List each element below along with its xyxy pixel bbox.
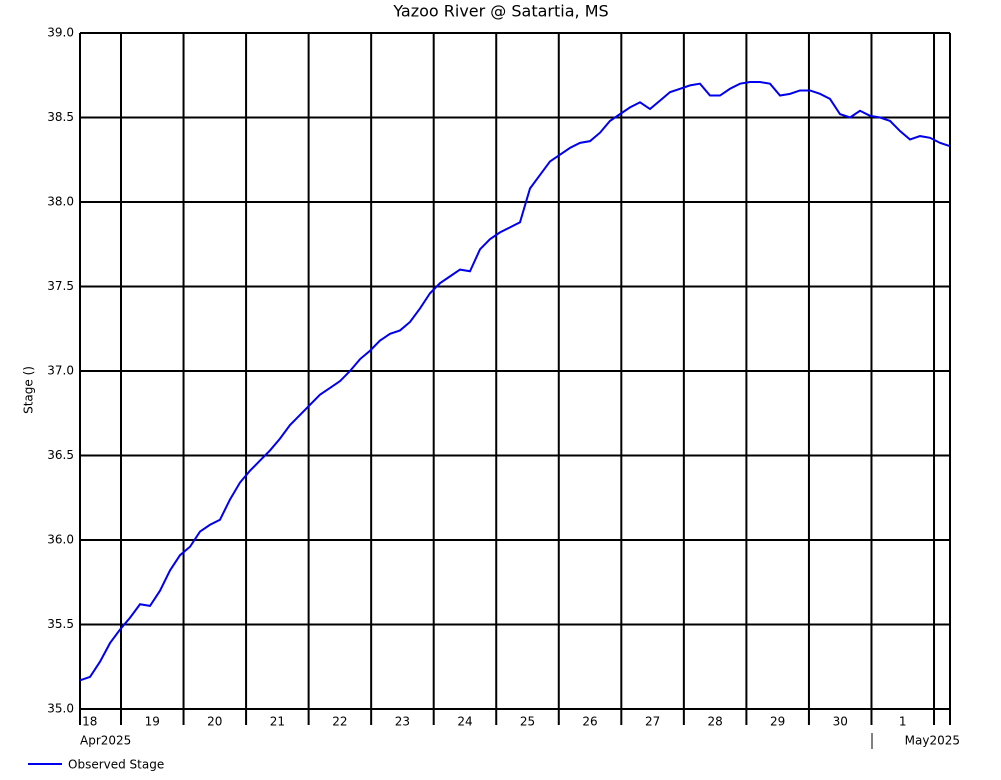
chart-title: Yazoo River @ Satartia, MS bbox=[392, 2, 608, 21]
y-tick-label: 35.5 bbox=[47, 617, 74, 631]
x-tick-label: 26 bbox=[582, 715, 597, 729]
x-tick-label: 19 bbox=[145, 715, 160, 729]
legend-label: Observed Stage bbox=[68, 758, 164, 772]
x-tick-label: 30 bbox=[833, 715, 848, 729]
y-tick-label: 39.0 bbox=[47, 26, 74, 40]
x-tick-label: 24 bbox=[457, 715, 472, 729]
x-tick-label: 21 bbox=[270, 715, 285, 729]
x-tick-label: 25 bbox=[520, 715, 535, 729]
x-tick-label: 1 bbox=[899, 715, 907, 729]
y-tick-label: 36.5 bbox=[47, 448, 74, 462]
y-tick-label: 38.0 bbox=[47, 195, 74, 209]
x-tick-label: 27 bbox=[645, 715, 660, 729]
month-label: Apr2025 bbox=[80, 734, 131, 748]
x-tick-label: 29 bbox=[770, 715, 785, 729]
y-tick-label: 36.0 bbox=[47, 533, 74, 547]
x-tick-label: 28 bbox=[707, 715, 722, 729]
y-axis-label: Stage () bbox=[22, 366, 36, 414]
x-tick-label: 18 bbox=[82, 715, 97, 729]
y-tick-label: 37.0 bbox=[47, 364, 74, 378]
month-label: May2025 bbox=[905, 734, 960, 748]
x-tick-label: 23 bbox=[395, 715, 410, 729]
x-tick-label: 22 bbox=[332, 715, 347, 729]
data-line bbox=[79, 81, 951, 682]
x-tick-label: 20 bbox=[207, 715, 222, 729]
y-tick-label: 38.5 bbox=[47, 110, 74, 124]
y-tick-label: 37.5 bbox=[47, 279, 74, 293]
y-tick-label: 35.0 bbox=[47, 702, 74, 716]
